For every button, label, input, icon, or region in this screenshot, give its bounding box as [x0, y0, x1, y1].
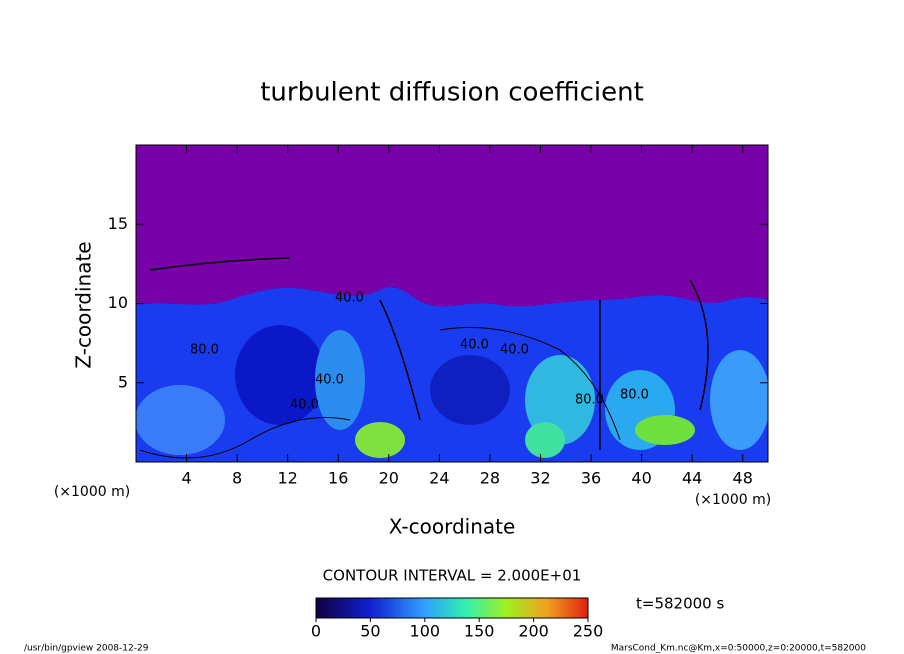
x-tick-label: 44 — [682, 469, 702, 488]
colorbar-tick-label: 100 — [410, 622, 441, 641]
field — [136, 145, 768, 462]
y-tick-label: 5 — [118, 372, 128, 391]
unit-label: (×1000 m) — [54, 484, 130, 500]
colorbar-tick-label: 0 — [311, 622, 321, 641]
colorbar-tick-label: 250 — [573, 622, 604, 641]
contour-interval: CONTOUR INTERVAL = 2.000E+01 — [323, 567, 582, 585]
x-tick-label: 36 — [581, 469, 601, 488]
y-axis-label: Z-coordinate — [72, 241, 96, 368]
colorbar-tick-label: 50 — [360, 622, 380, 641]
contour-label: 40.0 — [290, 398, 319, 413]
x-tick-label: 20 — [379, 469, 399, 488]
y-tick-label: 10 — [108, 293, 128, 312]
y-tick-label: 15 — [108, 214, 128, 233]
colorbar-tick-label: 200 — [518, 622, 549, 641]
contour-label: 80.0 — [620, 388, 649, 403]
x-tick-label: 12 — [278, 469, 298, 488]
time-label: t=582000 s — [636, 595, 724, 613]
colorbar — [315, 597, 589, 619]
contour-label: 40.0 — [335, 291, 364, 306]
contour-label: 80.0 — [575, 393, 604, 408]
x-axis-label: X-coordinate — [389, 515, 516, 539]
unit-label: (×1000 m) — [695, 492, 771, 508]
x-tick-label: 32 — [530, 469, 550, 488]
contour-label: 40.0 — [315, 373, 344, 388]
x-tick-label: 48 — [733, 469, 753, 488]
contour-label: 40.0 — [460, 338, 489, 353]
x-tick-label: 16 — [328, 469, 348, 488]
colorbar-tick-label: 150 — [464, 622, 495, 641]
x-tick-label: 40 — [631, 469, 651, 488]
chart-title: turbulent diffusion coefficient — [260, 78, 644, 108]
x-tick-label: 28 — [480, 469, 500, 488]
contour-label: 40.0 — [500, 343, 529, 358]
x-tick-label: 4 — [181, 469, 191, 488]
x-tick-label: 24 — [429, 469, 449, 488]
x-tick-label: 8 — [232, 469, 242, 488]
footer: MarsCond_Km.nc@Km,x=0:50000,z=0:20000,t=… — [611, 644, 866, 654]
contour-label: 80.0 — [190, 343, 219, 358]
footer: /usr/bin/gpview 2008-12-29 — [24, 644, 149, 654]
